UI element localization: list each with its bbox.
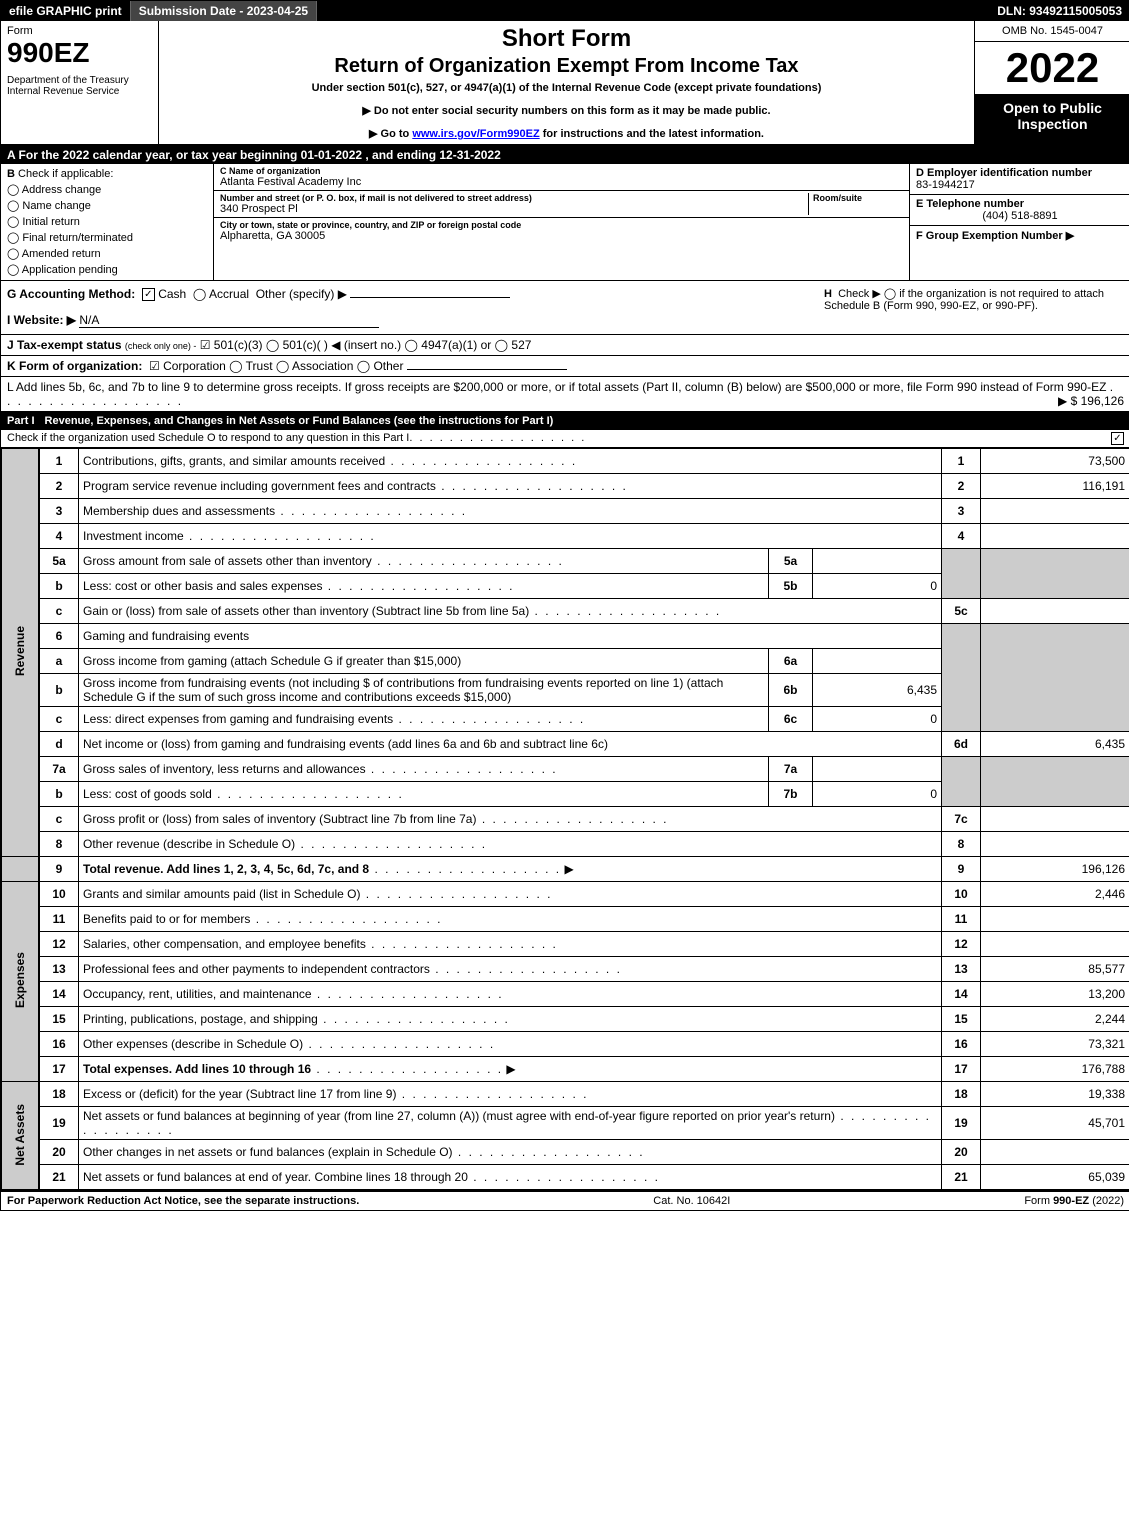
short-form-title: Short Form bbox=[169, 25, 964, 53]
form-number: 990EZ bbox=[7, 37, 152, 69]
line-j: J Tax-exempt status (check only one) - ☑… bbox=[1, 335, 1129, 356]
page-footer: For Paperwork Reduction Act Notice, see … bbox=[1, 1190, 1129, 1210]
line-l: L Add lines 5b, 6c, and 7b to line 9 to … bbox=[1, 377, 1129, 412]
line-9-amount: 196,126 bbox=[981, 857, 1129, 882]
tax-year: 2022 bbox=[975, 42, 1129, 94]
section-g: G Accounting Method: Cash ◯ Accrual Othe… bbox=[1, 281, 1129, 335]
website-value: N/A bbox=[79, 313, 99, 327]
open-inspection: Open to Public Inspection bbox=[975, 94, 1129, 144]
topbar: efile GRAPHIC print Submission Date - 20… bbox=[1, 1, 1129, 21]
h-label: H bbox=[824, 288, 832, 300]
part-1-title: Revenue, Expenses, and Changes in Net As… bbox=[45, 415, 1124, 427]
schedule-o-check: Check if the organization used Schedule … bbox=[1, 430, 1129, 448]
city-label: City or town, state or province, country… bbox=[220, 220, 903, 230]
line-18-amount: 19,338 bbox=[981, 1082, 1129, 1107]
line-10-amount: 2,446 bbox=[981, 882, 1129, 907]
street-label: Number and street (or P. O. box, if mail… bbox=[220, 193, 808, 203]
i-label: I Website: ▶ bbox=[7, 313, 76, 327]
part-1-label: Part I bbox=[7, 415, 45, 427]
net-assets-side-label: Net Assets bbox=[13, 1104, 27, 1166]
revenue-side-label: Revenue bbox=[13, 626, 27, 676]
line-1-amount: 73,500 bbox=[981, 449, 1129, 474]
city-value: Alpharetta, GA 30005 bbox=[220, 230, 903, 242]
omb-number: OMB No. 1545-0047 bbox=[975, 21, 1129, 42]
line-13-amount: 85,577 bbox=[981, 957, 1129, 982]
form-header: Form 990EZ Department of the Treasury In… bbox=[1, 21, 1129, 146]
f-label: F Group Exemption Number ▶ bbox=[916, 229, 1124, 242]
section-b: B Check if applicable: ◯ Address change … bbox=[1, 164, 1129, 281]
efile-label[interactable]: efile GRAPHIC print bbox=[1, 1, 131, 21]
line-k: K Form of organization: ☑ Corporation ◯ … bbox=[1, 356, 1129, 377]
schedule-o-checkbox[interactable] bbox=[1111, 432, 1124, 445]
paperwork-notice: For Paperwork Reduction Act Notice, see … bbox=[7, 1195, 359, 1207]
line-2-amount: 116,191 bbox=[981, 474, 1129, 499]
part-1-table: Revenue 1 Contributions, gifts, grants, … bbox=[1, 448, 1129, 1190]
ein-value: 83-1944217 bbox=[916, 179, 1124, 191]
form-label: Form bbox=[7, 25, 152, 37]
line-14-amount: 13,200 bbox=[981, 982, 1129, 1007]
line-6d-amount: 6,435 bbox=[981, 732, 1129, 757]
check-name-change[interactable]: ◯ Name change bbox=[7, 199, 207, 212]
room-label: Room/suite bbox=[813, 193, 903, 203]
check-address-change[interactable]: ◯ Address change bbox=[7, 183, 207, 196]
ssn-note: ▶ Do not enter social security numbers o… bbox=[169, 104, 964, 117]
irs-link[interactable]: www.irs.gov/Form990EZ bbox=[412, 128, 539, 140]
submission-date: Submission Date - 2023-04-25 bbox=[131, 1, 317, 21]
l-amount: ▶ $ 196,126 bbox=[1058, 394, 1124, 408]
catalog-number: Cat. No. 10642I bbox=[359, 1195, 1024, 1207]
cash-checkbox[interactable] bbox=[142, 288, 155, 301]
check-final-return[interactable]: ◯ Final return/terminated bbox=[7, 231, 207, 244]
line-5b-amount: 0 bbox=[813, 574, 942, 599]
org-name: Atlanta Festival Academy Inc bbox=[220, 176, 903, 188]
check-amended[interactable]: ◯ Amended return bbox=[7, 247, 207, 260]
j-options[interactable]: ☑ 501(c)(3) ◯ 501(c)( ) ◀ (insert no.) ◯… bbox=[200, 338, 532, 352]
goto-note: ▶ Go to www.irs.gov/Form990EZ for instru… bbox=[169, 127, 964, 140]
line-16-amount: 73,321 bbox=[981, 1032, 1129, 1057]
line-a: A For the 2022 calendar year, or tax yea… bbox=[1, 146, 1129, 164]
form-ref: Form 990-EZ (2022) bbox=[1024, 1195, 1124, 1207]
c-label: C Name of organization bbox=[220, 166, 903, 176]
check-initial-return[interactable]: ◯ Initial return bbox=[7, 215, 207, 228]
e-label: E Telephone number bbox=[916, 198, 1124, 210]
g-label: G Accounting Method: bbox=[7, 287, 135, 301]
check-pending[interactable]: ◯ Application pending bbox=[7, 263, 207, 276]
b-label: B bbox=[7, 168, 15, 180]
under-section: Under section 501(c), 527, or 4947(a)(1)… bbox=[169, 82, 964, 94]
goto-pre: ▶ Go to bbox=[369, 128, 412, 140]
line-6b-amount: 6,435 bbox=[813, 674, 942, 707]
line-21-amount: 65,039 bbox=[981, 1165, 1129, 1190]
line-6c-amount: 0 bbox=[813, 707, 942, 732]
line-15-amount: 2,244 bbox=[981, 1007, 1129, 1032]
expenses-side-label: Expenses bbox=[13, 952, 27, 1008]
k-options[interactable]: ☑ Corporation ◯ Trust ◯ Association ◯ Ot… bbox=[149, 359, 403, 373]
dln-number: DLN: 93492115005053 bbox=[989, 1, 1129, 21]
part-1-header: Part I Revenue, Expenses, and Changes in… bbox=[1, 412, 1129, 430]
street-value: 340 Prospect Pl bbox=[220, 203, 808, 215]
phone-value: (404) 518-8891 bbox=[916, 210, 1124, 222]
line-19-amount: 45,701 bbox=[981, 1107, 1129, 1140]
line-17-amount: 176,788 bbox=[981, 1057, 1129, 1082]
return-title: Return of Organization Exempt From Incom… bbox=[169, 55, 964, 78]
line-7b-amount: 0 bbox=[813, 782, 942, 807]
d-label: D Employer identification number bbox=[916, 167, 1124, 179]
department-label: Department of the Treasury Internal Reve… bbox=[7, 75, 152, 97]
goto-post: for instructions and the latest informat… bbox=[540, 128, 764, 140]
b-text: Check if applicable: bbox=[18, 168, 113, 180]
h-text: Check ▶ ◯ if the organization is not req… bbox=[824, 288, 1104, 312]
